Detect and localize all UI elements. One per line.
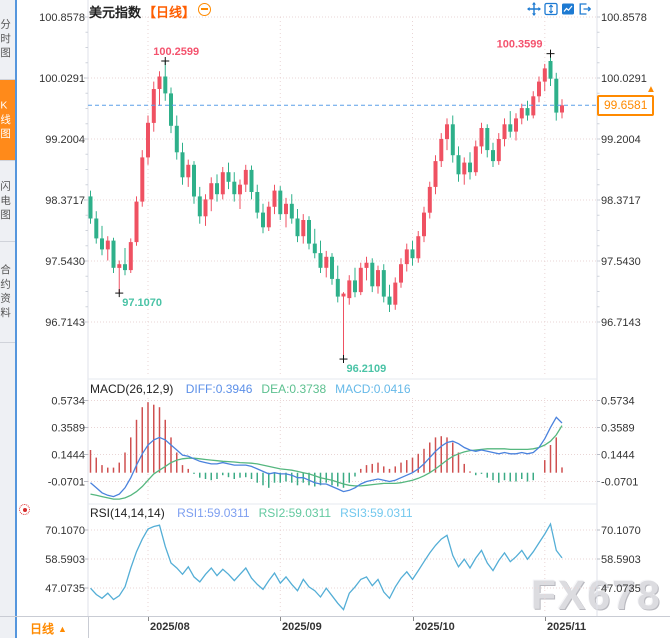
svg-text:100.8578: 100.8578: [601, 12, 647, 24]
sidebar-item-lightning-chart[interactable]: 闪电图: [0, 161, 15, 242]
svg-text:100.2599: 100.2599: [153, 46, 199, 58]
rsi-label: RSI(14,14,14): [90, 506, 165, 520]
period-selector-label: 日线: [30, 622, 55, 636]
indicator-readout: DIFF:0.3946: [185, 382, 253, 396]
hot-indicator-icon: [19, 504, 30, 515]
x-axis-tick: [545, 617, 546, 621]
crosshair-move-icon[interactable]: [527, 2, 541, 16]
svg-text:0.1444: 0.1444: [601, 450, 635, 462]
indicator-readout: RSI3:59.0311: [340, 506, 413, 520]
svg-text:96.2109: 96.2109: [347, 363, 387, 375]
x-axis-date-label: 2025/11: [547, 621, 587, 633]
period-selector[interactable]: 日线 ▲: [30, 620, 67, 637]
x-axis-date-label: 2025/08: [150, 621, 190, 633]
svg-text:0.5734: 0.5734: [601, 396, 635, 408]
svg-text:47.0735: 47.0735: [45, 583, 85, 595]
sidebar: 分时图 K线图 闪电图 合约资料: [0, 0, 17, 637]
sidebar-item-minute-chart[interactable]: 分时图: [0, 0, 15, 80]
add-indicator-icon[interactable]: [198, 3, 212, 16]
svg-text:96.7143: 96.7143: [601, 317, 641, 329]
bottom-bar: 日线 ▲ 2025/08 2025/09 2025/10 2025/11: [0, 616, 670, 638]
sidebar-item-label: K线图: [0, 99, 11, 140]
x-axis-date-label: 2025/10: [415, 621, 455, 633]
svg-text:47.0735: 47.0735: [601, 583, 641, 595]
svg-text:99.2004: 99.2004: [601, 134, 641, 146]
indicator-readout: RSI1:59.0311: [177, 506, 250, 520]
svg-text:70.1070: 70.1070: [45, 525, 85, 537]
svg-text:96.7143: 96.7143: [45, 317, 85, 329]
svg-text:58.5903: 58.5903: [45, 554, 85, 566]
axis-scale-icon[interactable]: [561, 2, 575, 16]
sidebar-item-contract-info[interactable]: 合约资料: [0, 242, 15, 343]
price-up-arrow-icon: ▲: [646, 84, 656, 95]
exit-chart-icon[interactable]: [578, 2, 592, 16]
fit-range-icon[interactable]: [544, 2, 558, 16]
macd-readout-row: MACD(26,12,9) DIFF:0.3946 DEA:0.3738 MACD:…: [90, 382, 420, 396]
instrument-title: 美元指数: [89, 5, 142, 20]
svg-text:0.3589: 0.3589: [601, 423, 635, 435]
svg-text:-0.0701: -0.0701: [48, 477, 85, 489]
rsi-readout-row: RSI(14,14,14) RSI1:59.0311 RSI2:59.0311 RS…: [90, 506, 422, 520]
chevron-up-icon: ▲: [58, 624, 67, 634]
x-axis-tick: [280, 617, 281, 621]
svg-text:58.5903: 58.5903: [601, 554, 641, 566]
divider: [88, 617, 89, 638]
svg-text:70.1070: 70.1070: [601, 525, 641, 537]
sidebar-item-label: 分时图: [0, 19, 11, 59]
x-axis-tick: [413, 617, 414, 621]
svg-text:100.0291: 100.0291: [601, 73, 647, 85]
sidebar-item-label: 闪电图: [0, 180, 11, 221]
svg-text:0.5734: 0.5734: [51, 396, 85, 408]
svg-text:100.3599: 100.3599: [497, 39, 543, 51]
x-axis-tick: [148, 617, 149, 621]
svg-text:98.3717: 98.3717: [601, 195, 641, 207]
watermark: FX678: [531, 572, 662, 618]
indicator-readout: RSI2:59.0311: [258, 506, 332, 520]
indicator-readout: DEA:0.3738: [261, 382, 327, 396]
macd-label: MACD(26,12,9): [90, 382, 174, 396]
svg-text:97.1070: 97.1070: [122, 297, 162, 309]
svg-text:0.3589: 0.3589: [51, 423, 85, 435]
svg-text:97.5430: 97.5430: [601, 256, 641, 268]
svg-text:100.8578: 100.8578: [39, 12, 85, 24]
indicator-readout: MACD:0.0416: [335, 382, 411, 396]
svg-text:99.2004: 99.2004: [45, 134, 85, 146]
last-price-tag: 99.6581: [597, 95, 655, 116]
sidebar-item-kline-chart[interactable]: K线图: [0, 80, 15, 161]
svg-text:0.1444: 0.1444: [51, 450, 85, 462]
bottom-bar-corner: [0, 617, 17, 638]
chart-header: 美元指数 【日线】: [89, 2, 212, 21]
sidebar-item-label: 合约资料: [0, 264, 11, 319]
svg-text:100.0291: 100.0291: [39, 73, 85, 85]
svg-text:97.5430: 97.5430: [45, 256, 85, 268]
x-axis-date-label: 2025/09: [282, 621, 322, 633]
svg-text:-0.0701: -0.0701: [601, 477, 638, 489]
period-tag: 【日线】: [143, 5, 196, 20]
svg-text:98.3717: 98.3717: [45, 195, 85, 207]
chart-toolbar: [527, 2, 592, 16]
